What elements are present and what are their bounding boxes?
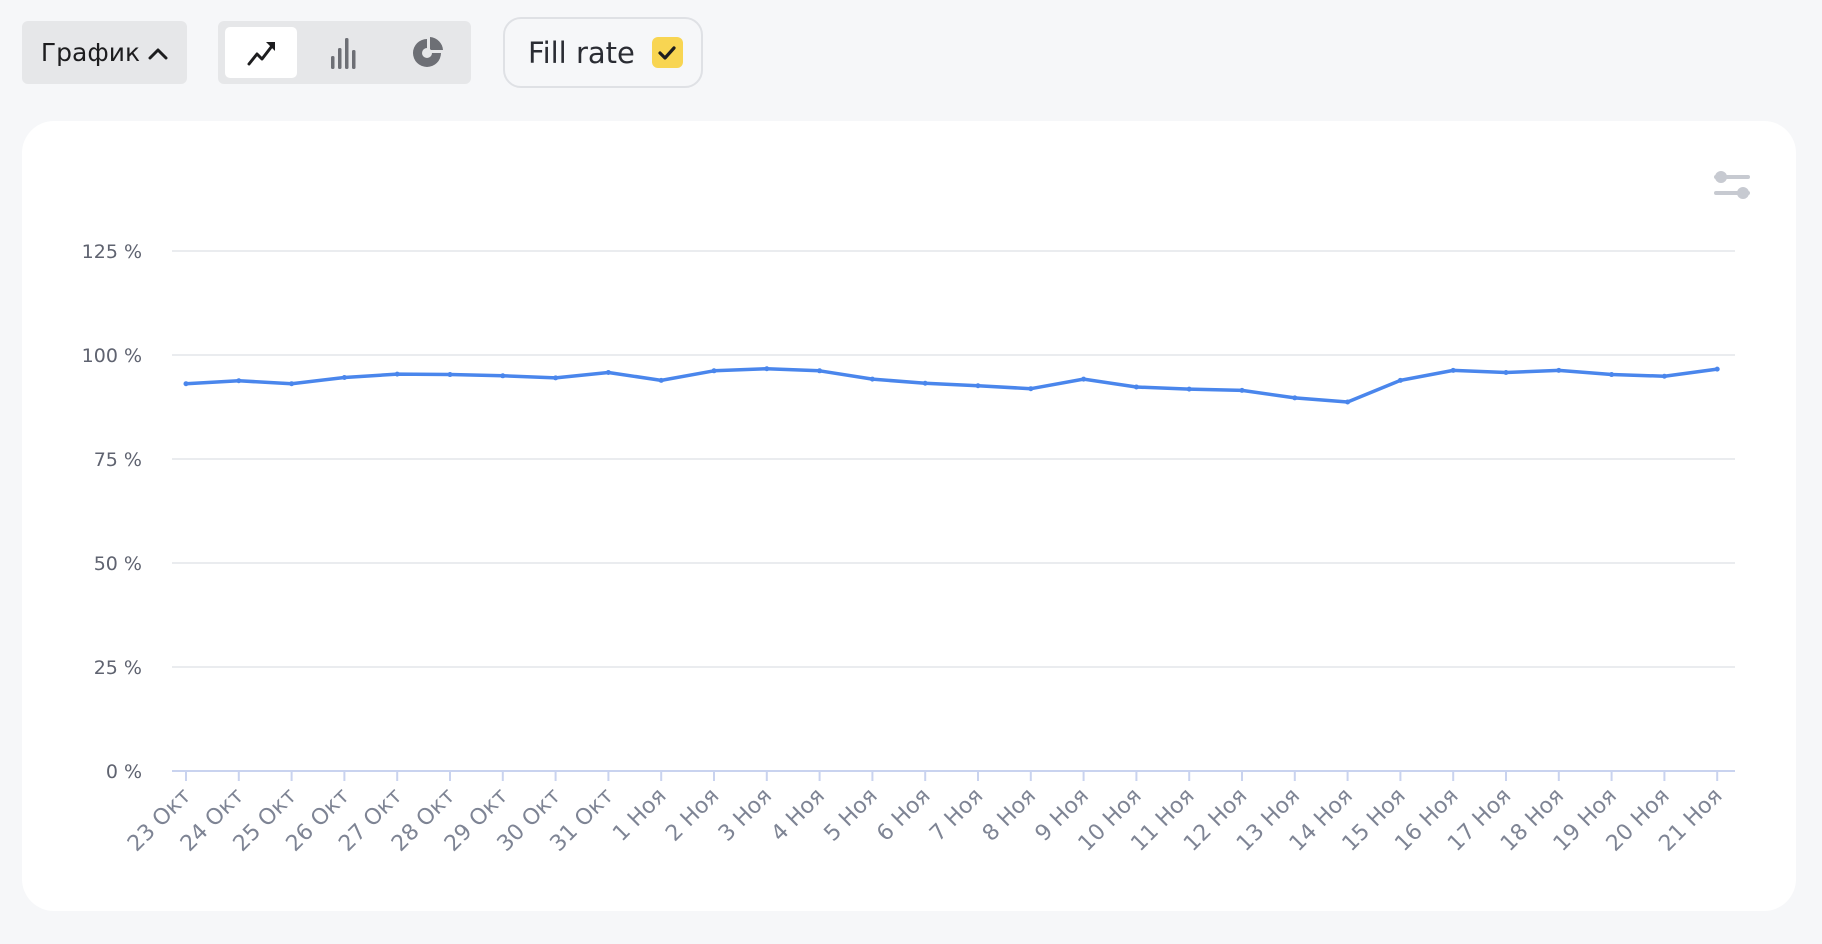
- data-point[interactable]: [1609, 372, 1615, 378]
- y-tick-label: 100 %: [82, 345, 142, 367]
- y-axis-ticks: 0 % 25 % 50 % 75 % 100 % 125 %: [82, 241, 142, 783]
- x-tick-label: 5 Ноя: [820, 784, 883, 847]
- x-tick-label: 4 Ноя: [767, 784, 830, 847]
- checkmark-icon: [658, 45, 676, 60]
- data-point[interactable]: [1450, 367, 1456, 373]
- data-point[interactable]: [975, 383, 981, 389]
- data-point[interactable]: [605, 369, 611, 375]
- chart-settings-sliders-icon[interactable]: [1712, 165, 1752, 201]
- bar-chart-icon: [331, 37, 356, 69]
- data-point[interactable]: [500, 373, 506, 379]
- x-tick-label: 8 Ноя: [978, 784, 1041, 847]
- line-chart-type-button[interactable]: [225, 27, 297, 78]
- pie-chart-type-button[interactable]: [391, 27, 463, 78]
- grid-lines: [172, 250, 1735, 668]
- y-tick-label: 75 %: [94, 449, 142, 471]
- data-point[interactable]: [1503, 369, 1509, 375]
- data-point[interactable]: [1239, 387, 1245, 393]
- x-tick-label: 3 Ноя: [714, 784, 777, 847]
- fill-rate-label: Fill rate: [528, 35, 635, 70]
- data-point[interactable]: [341, 374, 347, 380]
- x-tick-label: 1 Ноя: [608, 784, 671, 847]
- data-point[interactable]: [1133, 384, 1139, 390]
- data-point[interactable]: [922, 380, 928, 386]
- chart-card: 0 % 25 % 50 % 75 % 100 % 125 % 23 Окт 24 Окт 25…: [22, 121, 1796, 911]
- chart-type-switcher: [218, 21, 471, 84]
- x-tick-label: 2 Ноя: [661, 784, 724, 847]
- fill-rate-toggle[interactable]: Fill rate: [503, 17, 703, 88]
- toolbar: График Fill: [0, 0, 1822, 110]
- data-point[interactable]: [553, 375, 559, 381]
- data-point[interactable]: [1028, 386, 1034, 392]
- data-point[interactable]: [658, 377, 664, 383]
- data-point[interactable]: [1556, 367, 1562, 373]
- data-point[interactable]: [817, 368, 823, 374]
- series-fill-rate: [184, 366, 1719, 404]
- data-point[interactable]: [1292, 395, 1298, 401]
- data-point[interactable]: [869, 376, 875, 382]
- bar-chart-type-button[interactable]: [308, 27, 380, 78]
- data-point[interactable]: [1345, 399, 1351, 405]
- fill-rate-checkbox[interactable]: [651, 37, 683, 68]
- y-tick-label: 25 %: [94, 657, 142, 679]
- data-point[interactable]: [711, 368, 717, 374]
- data-point[interactable]: [394, 371, 400, 377]
- data-point[interactable]: [1186, 386, 1192, 392]
- y-tick-label: 0 %: [106, 761, 142, 783]
- data-point[interactable]: [1081, 376, 1087, 382]
- data-point[interactable]: [1397, 377, 1403, 383]
- data-point[interactable]: [289, 381, 295, 387]
- chevron-up-icon: [148, 48, 168, 59]
- x-tick-label: 7 Ноя: [925, 784, 988, 847]
- data-point[interactable]: [1714, 366, 1720, 372]
- data-point[interactable]: [183, 381, 189, 387]
- data-point[interactable]: [447, 372, 453, 378]
- pie-chart-icon: [413, 36, 443, 67]
- y-tick-label: 125 %: [82, 241, 142, 263]
- data-points: [183, 366, 1720, 405]
- chart-mode-label: График: [40, 38, 141, 67]
- line-chart-icon: [247, 41, 275, 65]
- chart-mode-dropdown-button[interactable]: График: [22, 21, 187, 84]
- data-point[interactable]: [764, 366, 770, 372]
- data-point[interactable]: [1661, 373, 1667, 379]
- data-point[interactable]: [236, 378, 242, 384]
- series-line: [184, 366, 1719, 404]
- x-tick-label: 6 Ноя: [872, 784, 935, 847]
- y-tick-label: 50 %: [94, 553, 142, 575]
